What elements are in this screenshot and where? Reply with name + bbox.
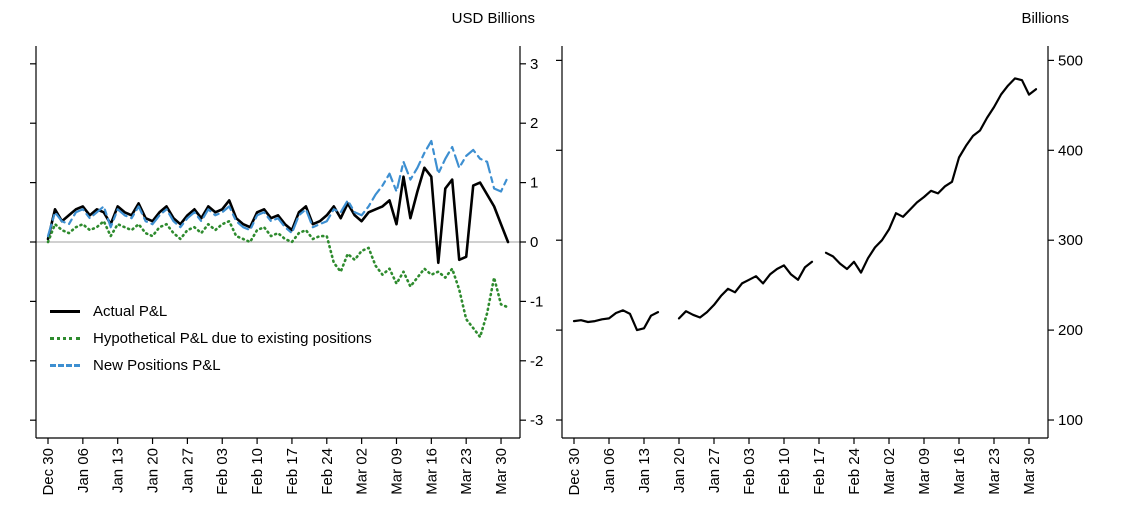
svg-text:Mar 30: Mar 30	[493, 448, 510, 495]
svg-text:Feb 03: Feb 03	[741, 448, 758, 495]
svg-text:200: 200	[1058, 322, 1083, 339]
svg-text:-2: -2	[530, 353, 543, 370]
svg-text:Jan 13: Jan 13	[636, 448, 653, 493]
svg-text:Mar 09: Mar 09	[388, 448, 405, 495]
svg-text:Mar 16: Mar 16	[951, 448, 968, 495]
svg-text:Mar 02: Mar 02	[881, 448, 898, 495]
balance-chart-title: Billions	[1021, 10, 1069, 27]
series-line	[572, 77, 1038, 332]
svg-text:-3: -3	[530, 412, 543, 429]
svg-text:Jan 06: Jan 06	[75, 448, 92, 493]
svg-text:Feb 03: Feb 03	[214, 448, 231, 495]
series-actual-p-l	[46, 166, 510, 265]
svg-text:3: 3	[530, 56, 538, 73]
svg-text:Dec 30: Dec 30	[566, 448, 583, 496]
svg-text:Jan 06: Jan 06	[601, 448, 618, 493]
new-positions-pnl-line-sample	[50, 364, 80, 367]
svg-text:400: 400	[1058, 142, 1083, 159]
pnl-chart-canvas: -3 -2 -1 0 1 2 3 Dec 30 Jan 06 Jan 13 Jan 20 Jan 27…	[30, 46, 543, 496]
svg-text:300: 300	[1058, 232, 1083, 249]
pnl-chart-title: USD Billions	[451, 10, 535, 27]
pnl-chart: USD Billions -3 -2 -1 0 1 2 3 Dec 30 Jan 06 Jan 1…	[0, 0, 548, 515]
svg-text:Feb 10: Feb 10	[776, 448, 793, 495]
svg-text:1: 1	[530, 175, 538, 192]
legend-item-new-positions-pnl: New Positions P&L	[50, 357, 372, 374]
svg-text:Jan 13: Jan 13	[110, 448, 127, 493]
legend-label-new-positions-pnl: New Positions P&L	[93, 357, 221, 374]
legend-item-actual-pnl: Actual P&L	[50, 303, 372, 320]
svg-text:-1: -1	[530, 293, 543, 310]
hypothetical-pnl-line-sample	[50, 337, 80, 340]
svg-text:Feb 17: Feb 17	[811, 448, 828, 495]
svg-text:2: 2	[530, 115, 538, 132]
legend-label-actual-pnl: Actual P&L	[93, 303, 168, 320]
svg-text:Feb 10: Feb 10	[249, 448, 266, 495]
series-new-positions-p-l	[46, 139, 510, 238]
svg-text:Dec 30: Dec 30	[40, 448, 57, 496]
series-hypothetical-p-l-due-to-existing-positions	[46, 219, 510, 339]
actual-pnl-line-sample	[50, 310, 80, 313]
svg-text:500: 500	[1058, 52, 1083, 69]
svg-text:Mar 02: Mar 02	[354, 448, 371, 495]
balance-chart: Billions 100 200 300 400 500 Dec 30 Jan 06 Jan …	[548, 0, 1139, 515]
svg-text:Feb 24: Feb 24	[846, 448, 863, 495]
svg-text:Mar 16: Mar 16	[423, 448, 440, 495]
svg-text:Feb 17: Feb 17	[284, 448, 301, 495]
svg-text:Jan 20: Jan 20	[671, 448, 688, 493]
svg-text:Mar 23: Mar 23	[458, 448, 475, 495]
legend-label-hypothetical-pnl: Hypothetical P&L due to existing positio…	[93, 330, 372, 347]
svg-text:Jan 20: Jan 20	[145, 448, 162, 493]
svg-text:Mar 09: Mar 09	[916, 448, 933, 495]
svg-text:Mar 30: Mar 30	[1021, 448, 1038, 495]
pnl-legend: Actual P&L Hypothetical P&L due to exist…	[50, 303, 372, 374]
svg-text:Jan 27: Jan 27	[706, 448, 723, 493]
svg-text:Feb 24: Feb 24	[319, 448, 336, 495]
svg-text:0: 0	[530, 234, 538, 251]
balance-chart-canvas: 100 200 300 400 500 Dec 30 Jan 06 Jan 13 Jan 20 J…	[556, 46, 1083, 496]
svg-text:Mar 23: Mar 23	[986, 448, 1003, 495]
legend-item-hypothetical-pnl: Hypothetical P&L due to existing positio…	[50, 330, 372, 347]
svg-text:100: 100	[1058, 412, 1083, 429]
svg-text:Jan 27: Jan 27	[179, 448, 196, 493]
